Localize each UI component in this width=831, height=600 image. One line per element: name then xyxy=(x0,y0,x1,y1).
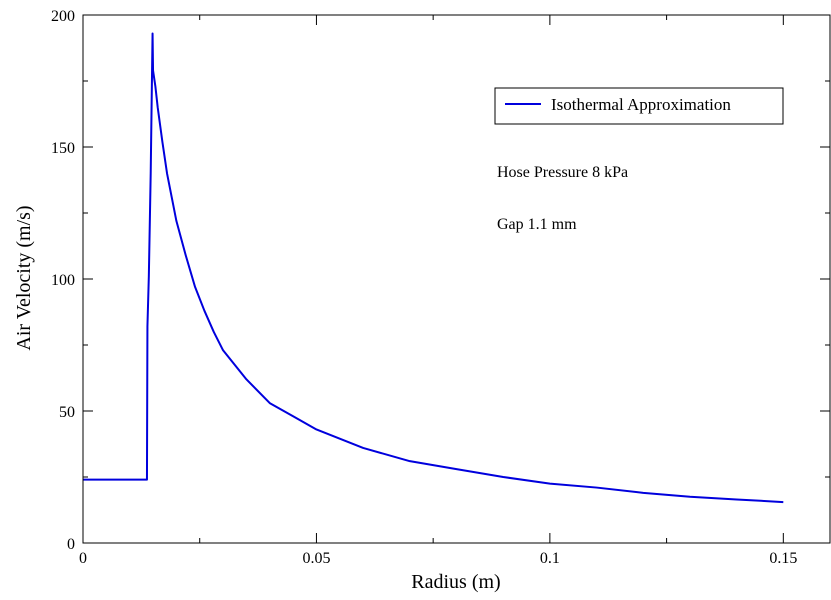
x-tick-label: 0.1 xyxy=(540,550,560,567)
y-tick-label: 100 xyxy=(51,272,75,289)
series-line xyxy=(83,32,784,504)
legend: Isothermal Approximation xyxy=(494,87,784,125)
x-axis-label: Radius (m) xyxy=(411,571,500,593)
legend-label: Isothermal Approximation xyxy=(551,95,731,114)
annotation-gap: Gap 1.1 mm xyxy=(497,216,577,233)
y-axis-label: Air Velocity (m/s) xyxy=(13,205,35,350)
series-layer xyxy=(83,32,784,504)
plot-frame xyxy=(82,14,831,544)
axis-tick-labels: 0 0.05 0.1 0.15 0 50 100 150 200 xyxy=(51,8,797,567)
x-tick-label: 0.15 xyxy=(769,550,797,567)
x-tick-label: 0.05 xyxy=(302,550,330,567)
y-tick-label: 0 xyxy=(67,536,75,553)
legend-box xyxy=(494,87,784,125)
annotation-hose-pressure: Hose Pressure 8 kPa xyxy=(497,164,628,181)
y-tick-label: 200 xyxy=(51,8,75,25)
y-tick-label: 150 xyxy=(51,140,75,157)
y-tick-label: 50 xyxy=(59,404,75,421)
x-tick-label: 0 xyxy=(79,550,87,567)
